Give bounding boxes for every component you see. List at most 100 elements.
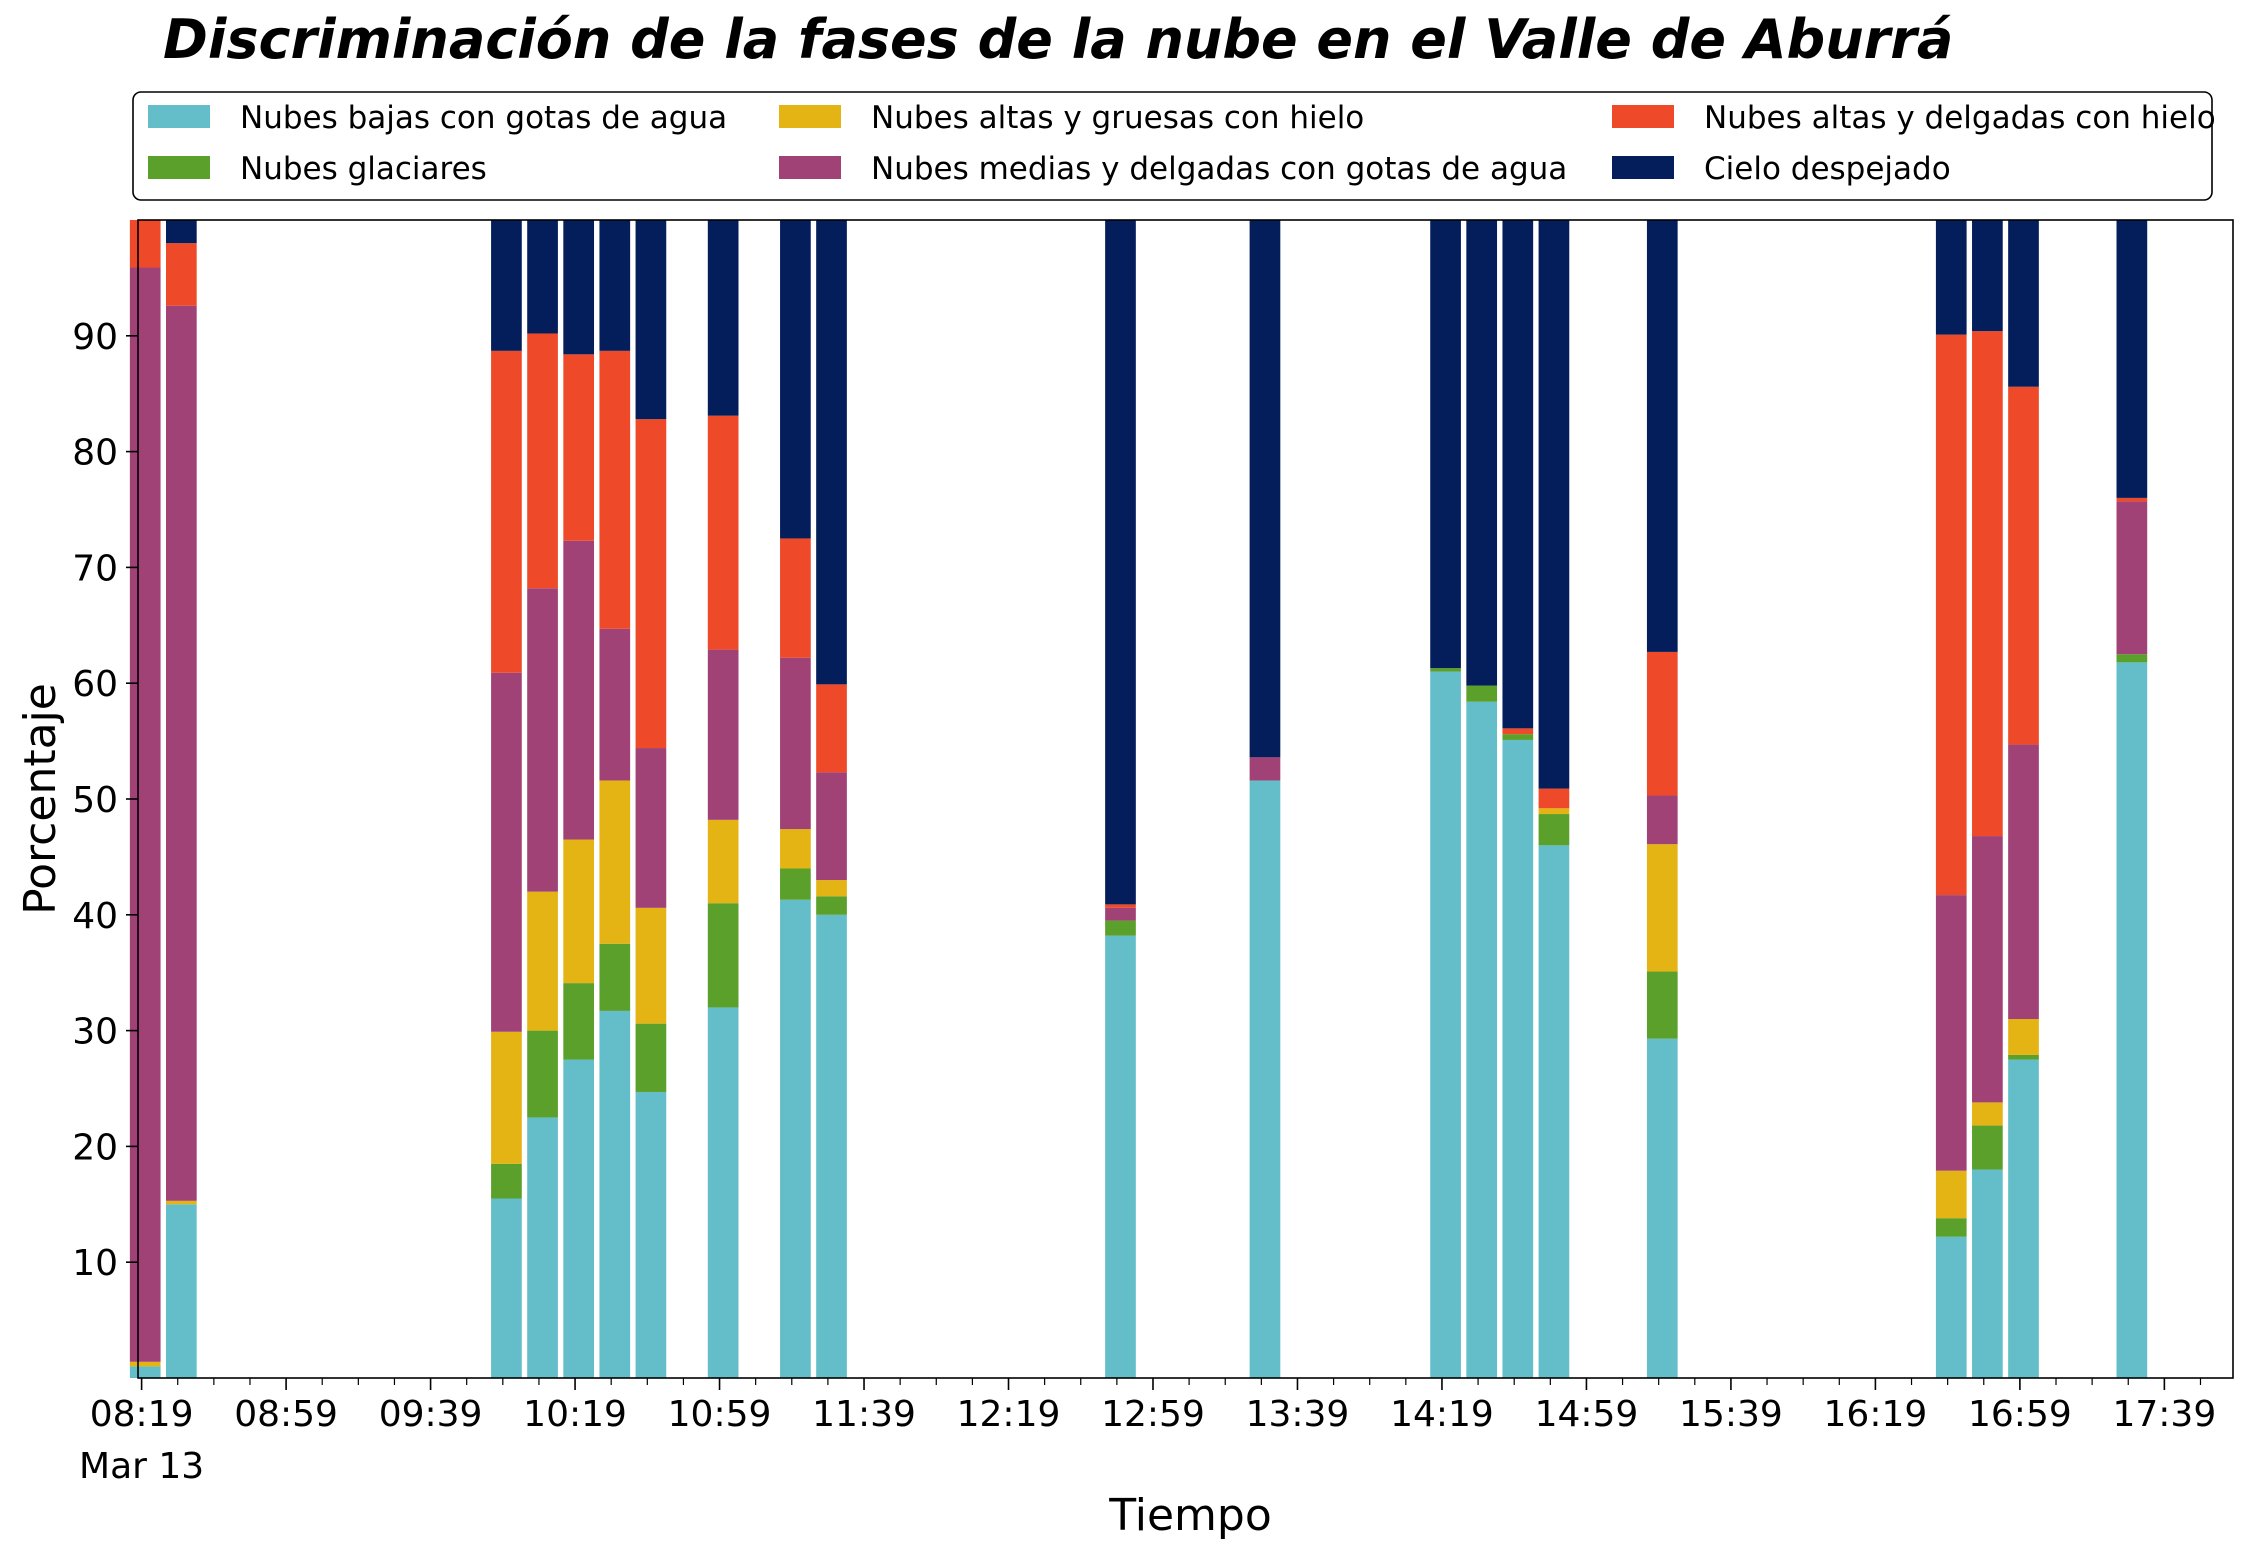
- x-axis-label: Tiempo: [1108, 1490, 1272, 1541]
- x-tick-label: 09:39: [379, 1394, 483, 1435]
- bar-segment: [527, 1117, 558, 1378]
- bar-segment: [780, 829, 811, 869]
- bar-segment: [1249, 757, 1281, 781]
- chart-title: Discriminación de la fases de la nube en…: [163, 8, 1953, 71]
- bar-segment: [635, 748, 667, 908]
- bar-segment: [1935, 895, 1967, 1171]
- legend-label: Nubes bajas con gotas de agua: [240, 100, 727, 136]
- bar-segment: [599, 780, 631, 944]
- plot-frame: [137, 219, 2234, 1379]
- bar-segment: [1935, 1218, 1967, 1237]
- bar-segment: [563, 983, 595, 1060]
- x-tick-label: 14:19: [1390, 1394, 1494, 1435]
- legend-swatch: [1612, 156, 1674, 179]
- legend: Nubes bajas con gotas de agua Nubes altas…: [132, 91, 2216, 201]
- bar-segment: [1502, 220, 1534, 729]
- bar-segment: [1646, 795, 1678, 845]
- bars: [129, 220, 2148, 1378]
- y-tick-label: 60: [72, 664, 118, 705]
- bar-segment: [2008, 1019, 2039, 1055]
- legend-swatch: [1612, 105, 1674, 128]
- bar-segment: [1430, 220, 1461, 669]
- y-tick-label: 30: [72, 1012, 118, 1053]
- bar-segment: [635, 220, 667, 420]
- y-tick-label: 70: [72, 548, 118, 589]
- bar-segment: [563, 540, 595, 840]
- y-axis-label: Porcentaje: [15, 683, 66, 915]
- legend-label: Nubes medias y delgadas con gotas de agu…: [871, 151, 1567, 187]
- bar-segment: [129, 220, 161, 268]
- y-tick-label: 20: [72, 1127, 118, 1168]
- bar-segment: [816, 772, 847, 881]
- bar-segment: [1538, 788, 1570, 809]
- bar-segment: [1972, 1102, 2003, 1126]
- bar-segment: [527, 1030, 558, 1118]
- bar-segment: [527, 588, 558, 892]
- y-axis-ticks: 10 20 30 40 50 60 70 80 90: [72, 317, 138, 1284]
- bar-segment: [1646, 651, 1678, 796]
- bar-segment: [129, 1361, 161, 1367]
- bar-segment: [816, 880, 847, 897]
- bar-segment: [129, 1366, 161, 1378]
- bar-segment: [129, 267, 161, 1362]
- bar-segment: [707, 1007, 739, 1378]
- bar-segment: [491, 350, 522, 673]
- bar-segment: [780, 657, 811, 830]
- bar-segment: [491, 1163, 522, 1199]
- bar-segment: [599, 943, 631, 1011]
- x-tick-label: 16:59: [1968, 1394, 2072, 1435]
- bar-segment: [635, 1091, 667, 1378]
- x-tick-label: 17:39: [2112, 1394, 2216, 1435]
- bar-segment: [165, 1204, 197, 1378]
- x-tick-label: 16:19: [1824, 1394, 1928, 1435]
- x-tick-label: 11:39: [812, 1394, 916, 1435]
- bar-segment: [1538, 808, 1570, 815]
- bar-segment: [1935, 334, 1967, 896]
- bar-segment: [707, 415, 739, 650]
- x-tick-label: 08:59: [234, 1394, 338, 1435]
- bar-segment: [816, 896, 847, 915]
- bar-segment: [2116, 497, 2148, 502]
- y-tick-label: 50: [72, 780, 118, 821]
- bar-segment: [491, 220, 522, 351]
- bar-segment: [1105, 904, 1136, 908]
- bar-segment: [563, 220, 595, 355]
- bar-segment: [2008, 1054, 2039, 1060]
- bar-segment: [2116, 654, 2148, 663]
- bar-segment: [635, 1023, 667, 1092]
- bar-segment: [816, 914, 847, 1378]
- bar-segment: [1538, 220, 1570, 789]
- bar-segment: [635, 419, 667, 749]
- bar-segment: [780, 220, 811, 539]
- bar-segment: [1466, 701, 1498, 1378]
- bar-segment: [2116, 662, 2148, 1378]
- bar-segment: [1249, 220, 1281, 758]
- bar-segment: [1502, 739, 1534, 1378]
- bar-segment: [1105, 220, 1136, 905]
- bar-segment: [1538, 814, 1570, 846]
- x-tick-label: 12:59: [1101, 1394, 1205, 1435]
- bar-segment: [599, 1010, 631, 1378]
- bar-segment: [707, 819, 739, 904]
- bar-segment: [165, 1200, 197, 1205]
- bar-segment: [1646, 844, 1678, 972]
- bar-segment: [527, 220, 558, 334]
- bar-segment: [165, 305, 197, 1201]
- bar-segment: [780, 868, 811, 900]
- bar-segment: [1430, 671, 1461, 1378]
- bar-segment: [1935, 220, 1967, 335]
- bar-segment: [1972, 220, 2003, 332]
- bar-segment: [563, 354, 595, 541]
- bar-segment: [1466, 685, 1498, 702]
- x-tick-sublabel: Mar 13: [79, 1446, 204, 1487]
- bar-segment: [1646, 971, 1678, 1039]
- bar-segment: [2116, 220, 2148, 498]
- x-tick-label: 12:19: [957, 1394, 1061, 1435]
- bar-segment: [1646, 220, 1678, 652]
- bar-segment: [816, 684, 847, 773]
- bar-segment: [1105, 907, 1136, 921]
- bar-segment: [1646, 1038, 1678, 1378]
- bar-segment: [599, 628, 631, 781]
- bar-segment: [1430, 668, 1461, 672]
